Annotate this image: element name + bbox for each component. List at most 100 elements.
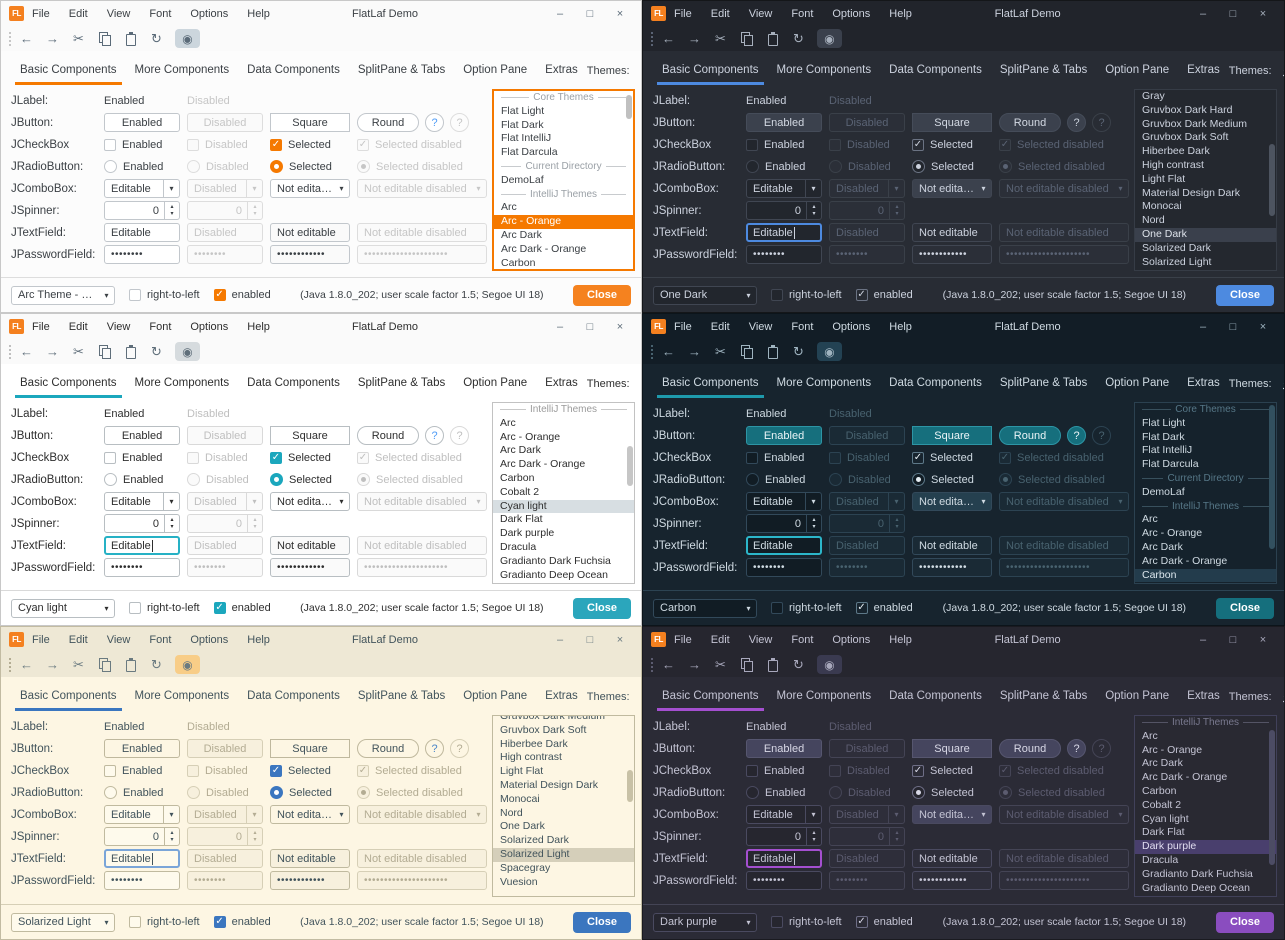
close-window-button[interactable]: ×: [1259, 7, 1267, 20]
spinner-down-icon[interactable]: ▾: [170, 523, 174, 530]
theme-list-item[interactable]: Arc: [500, 416, 516, 429]
radio-selected[interactable]: Selected: [270, 786, 350, 799]
toolbar-grip[interactable]: [9, 657, 11, 672]
tab-data-components[interactable]: Data Components: [889, 64, 982, 76]
theme-list[interactable]: Core Themes Flat Light Flat Dark Flat Intel…: [492, 89, 635, 271]
toolbar-grip[interactable]: [651, 344, 653, 359]
checkbox-enabled[interactable]: Enabled: [104, 138, 180, 151]
spinner-up-icon[interactable]: ▴: [812, 829, 816, 836]
copy-button[interactable]: [97, 655, 112, 674]
theme-selector-combobox[interactable]: Solarized Light ▾: [11, 912, 115, 932]
combobox-editable[interactable]: Editable ▾: [746, 492, 822, 511]
theme-list-item[interactable]: Carbon: [500, 471, 535, 484]
combobox-not-editable[interactable]: Not editable ▾: [270, 492, 350, 511]
spinner-up-icon[interactable]: ▴: [170, 516, 174, 523]
list-scrollbar-thumb[interactable]: [627, 446, 633, 486]
enabled-checkbox[interactable]: ✓ enabled: [855, 916, 913, 928]
radio-enabled[interactable]: Enabled: [104, 786, 180, 799]
theme-list[interactable]: Core Themes Flat Light Flat Dark Flat Intel…: [1134, 402, 1277, 584]
theme-selector-combobox[interactable]: Carbon ▾: [653, 598, 757, 618]
toolbar-grip[interactable]: [651, 657, 653, 672]
jbutton-enabled[interactable]: Enabled: [104, 113, 180, 132]
combobox-editable[interactable]: Editable ▾: [104, 805, 180, 824]
theme-list-item[interactable]: Arc Dark: [501, 228, 542, 241]
textfield-editable[interactable]: Editable: [746, 223, 822, 242]
paste-button[interactable]: [123, 29, 138, 48]
enabled-checkbox[interactable]: ✓ enabled: [213, 289, 271, 301]
menu-view[interactable]: View: [748, 320, 773, 333]
theme-list-item[interactable]: Solarized Light: [1142, 255, 1212, 268]
show-toggle-button[interactable]: ◉: [175, 655, 200, 674]
theme-list-item[interactable]: Gruvbox Dark Hard: [1142, 103, 1233, 116]
combobox-not-editable[interactable]: Not editable ▾: [912, 179, 992, 198]
tab-option-pane[interactable]: Option Pane: [1105, 690, 1170, 702]
theme-list-item[interactable]: Dracula: [500, 540, 537, 553]
passwordfield-editable[interactable]: ••••••••: [104, 245, 180, 264]
show-toggle-button[interactable]: ◉: [817, 29, 842, 48]
theme-list-item[interactable]: Flat Dark: [1142, 430, 1185, 443]
jbutton-round[interactable]: Round: [999, 426, 1061, 445]
menu-font[interactable]: Font: [149, 7, 172, 20]
tab-extras[interactable]: Extras: [545, 64, 578, 76]
right-to-left-checkbox[interactable]: right-to-left: [129, 916, 200, 928]
close-window-button[interactable]: ×: [616, 7, 624, 20]
tab-more-components[interactable]: More Components: [776, 64, 872, 76]
close-button[interactable]: Close: [1216, 597, 1274, 619]
show-toggle-button[interactable]: ◉: [817, 655, 842, 674]
passwordfield-editable[interactable]: ••••••••: [104, 871, 180, 890]
minimize-button[interactable]: –: [1199, 633, 1207, 646]
copy-button[interactable]: [739, 342, 754, 361]
copy-button[interactable]: [97, 342, 112, 361]
help-button[interactable]: ?: [425, 739, 444, 758]
theme-list-item[interactable]: Cobalt 2: [500, 485, 540, 498]
theme-list-item[interactable]: Arc Dark: [500, 444, 541, 457]
jbutton-square[interactable]: Square: [912, 739, 992, 758]
jbutton-square[interactable]: Square: [912, 426, 992, 445]
close-window-button[interactable]: ×: [1259, 320, 1267, 333]
tab-more-components[interactable]: More Components: [776, 377, 872, 389]
jbutton-round[interactable]: Round: [357, 113, 419, 132]
menu-help[interactable]: Help: [247, 7, 270, 20]
close-button[interactable]: Close: [1216, 911, 1274, 933]
copy-button[interactable]: [739, 655, 754, 674]
menu-file[interactable]: File: [32, 633, 50, 646]
jbutton-enabled[interactable]: Enabled: [746, 739, 822, 758]
right-to-left-checkbox[interactable]: right-to-left: [771, 916, 842, 928]
theme-list-item[interactable]: Spacegray: [500, 861, 551, 874]
combobox-not-editable[interactable]: Not editable ▾: [912, 805, 992, 824]
combobox-not-editable[interactable]: Not editable ▾: [912, 492, 992, 511]
spinner-down-icon[interactable]: ▾: [170, 210, 174, 217]
theme-selector-combobox[interactable]: Dark purple ▾: [653, 912, 757, 932]
tab-more-components[interactable]: More Components: [134, 377, 230, 389]
back-button[interactable]: ←: [661, 655, 676, 674]
cut-button[interactable]: ✂: [71, 29, 86, 48]
refresh-button[interactable]: ↻: [791, 29, 806, 48]
menu-edit[interactable]: Edit: [710, 633, 730, 646]
tab-extras[interactable]: Extras: [1187, 64, 1220, 76]
theme-list-item[interactable]: Cyan light: [1142, 812, 1189, 825]
menu-view[interactable]: View: [748, 7, 773, 20]
theme-list-item[interactable]: Gruvbox Dark Medium: [1142, 117, 1248, 130]
checkbox-selected[interactable]: ✓ Selected: [270, 138, 331, 151]
minimize-button[interactable]: –: [556, 320, 564, 333]
back-button[interactable]: ←: [661, 29, 676, 48]
menu-help[interactable]: Help: [247, 320, 270, 333]
list-scrollbar-thumb[interactable]: [1269, 404, 1275, 549]
theme-list-item[interactable]: Arc - Orange: [1142, 743, 1203, 756]
theme-list-item[interactable]: Arc: [1142, 513, 1158, 526]
forward-button[interactable]: →: [45, 655, 60, 674]
tab-option-pane[interactable]: Option Pane: [463, 377, 528, 389]
spinner-down-icon[interactable]: ▾: [170, 836, 174, 843]
theme-list-item[interactable]: DemoLaf: [501, 173, 544, 186]
refresh-button[interactable]: ↻: [791, 655, 806, 674]
menu-file[interactable]: File: [674, 7, 692, 20]
tab-basic-components[interactable]: Basic Components: [653, 64, 768, 85]
list-scrollbar-thumb[interactable]: [1269, 730, 1275, 866]
theme-list-item[interactable]: Gradianto Dark Fuchsia: [1142, 867, 1253, 880]
maximize-button[interactable]: □: [586, 7, 594, 20]
theme-list-item[interactable]: Carbon: [1142, 784, 1177, 797]
theme-list-item[interactable]: Monocai: [500, 792, 540, 805]
tab-splitpane-tabs[interactable]: SplitPane & Tabs: [357, 377, 446, 389]
cut-button[interactable]: ✂: [71, 655, 86, 674]
theme-list[interactable]: IntelliJ Themes Arc Arc - Orange Arc Dark Ar…: [1134, 715, 1277, 897]
